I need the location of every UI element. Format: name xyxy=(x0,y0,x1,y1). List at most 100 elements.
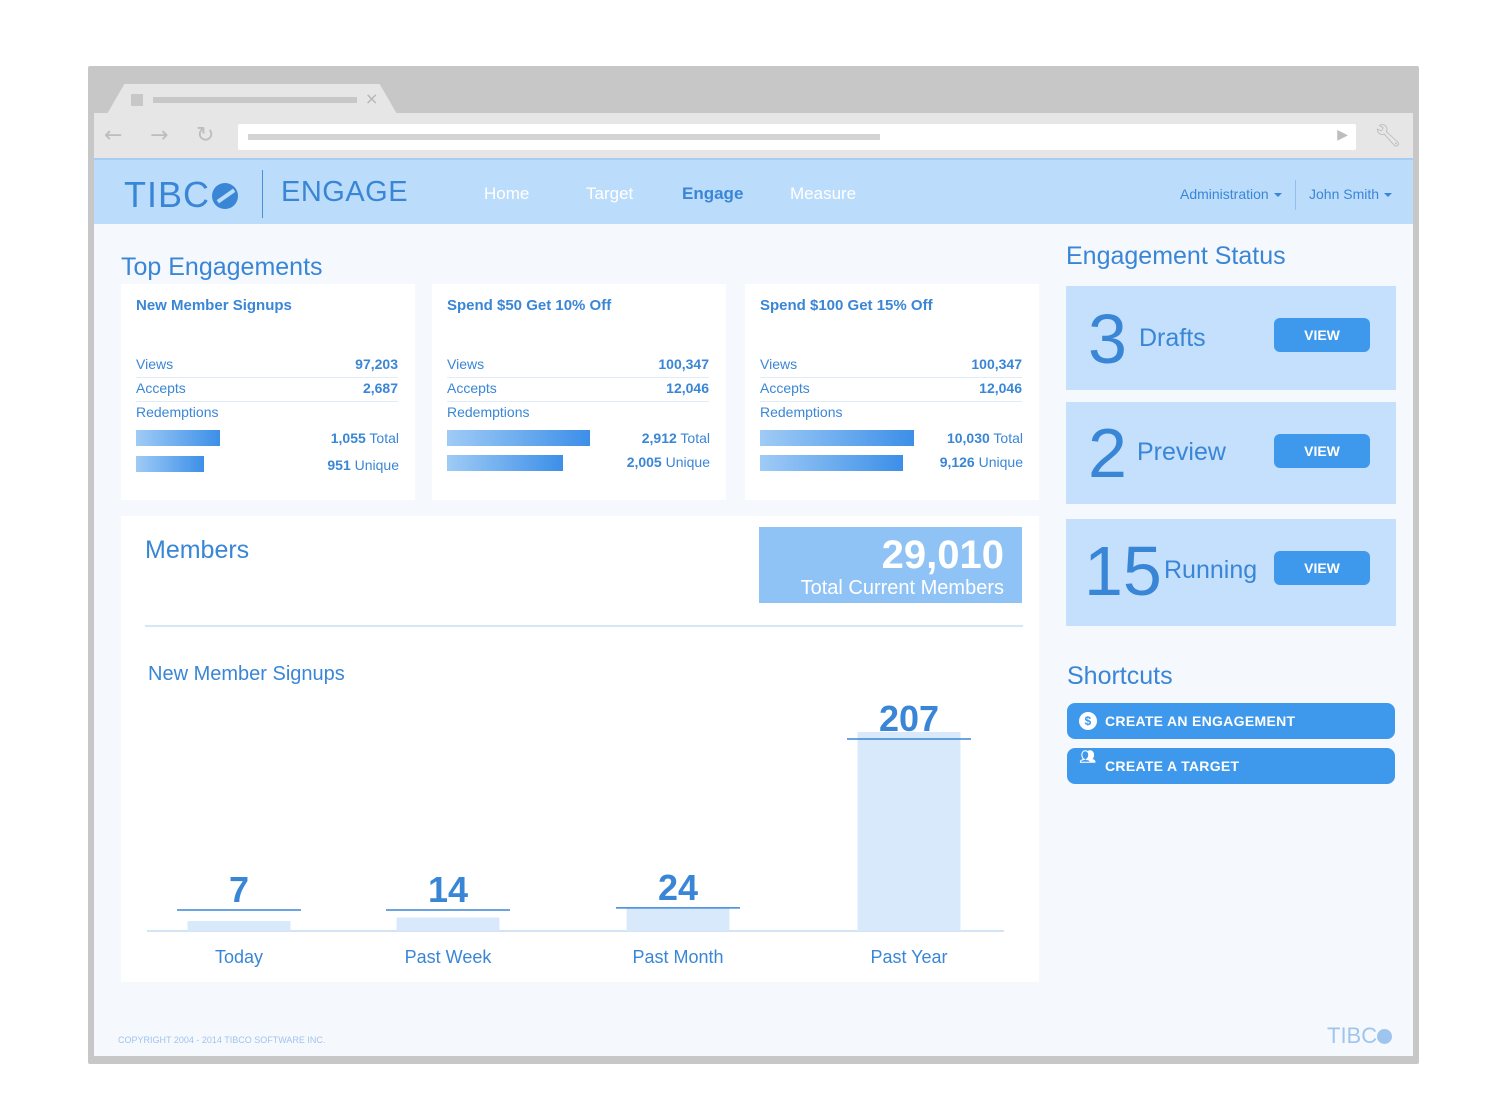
bar-value-label: 7 xyxy=(229,869,249,910)
bar-value-label: 14 xyxy=(428,869,468,910)
views-label: Views xyxy=(447,356,485,372)
accepts-row: Accepts 12,046 xyxy=(760,378,1022,402)
people-icon: 👥︎ xyxy=(1079,749,1097,764)
unique-redemptions-bar xyxy=(136,456,204,472)
go-arrow-icon[interactable]: ▶ xyxy=(1337,127,1348,143)
redemptions-label: Redemptions xyxy=(136,404,219,420)
engagement-card[interactable]: New Member Signups Views 97,203 Accepts 2,… xyxy=(121,284,415,500)
caret-down-icon xyxy=(1273,193,1282,198)
unique-redemptions: 951 Unique xyxy=(327,457,399,473)
total-value: 1,055 xyxy=(330,430,366,446)
wrench-icon[interactable]: 🔧︎ xyxy=(1374,124,1402,149)
nav-engage[interactable]: Engage xyxy=(682,184,744,203)
redemptions-label: Redemptions xyxy=(447,404,530,420)
category-label: Today xyxy=(215,947,263,967)
members-heading: Members xyxy=(145,536,250,564)
total-redemptions: 2,912 Total xyxy=(642,430,710,446)
views-row: Views 97,203 xyxy=(136,354,398,378)
views-label: Views xyxy=(136,356,174,372)
nav-target[interactable]: Target xyxy=(586,184,634,203)
top-engagements-heading: Top Engagements xyxy=(121,253,323,281)
bar-value-label: 207 xyxy=(879,698,939,739)
status-preview: 2 Preview VIEW xyxy=(1066,402,1396,504)
view-running-button[interactable]: VIEW xyxy=(1274,551,1370,585)
create-engagement-button[interactable]: $ CREATE AN ENGAGEMENT xyxy=(1067,703,1395,739)
tab-title-placeholder xyxy=(153,97,357,103)
address-placeholder xyxy=(248,134,880,140)
unique-value: 9,126 xyxy=(939,454,975,470)
browser-tab[interactable]: × xyxy=(107,84,397,114)
views-value: 100,347 xyxy=(658,356,709,372)
category-label: Past Year xyxy=(870,947,947,967)
view-drafts-button[interactable]: VIEW xyxy=(1274,318,1370,352)
members-panel: Members 29,010 Total Current Members New… xyxy=(121,516,1039,982)
accepts-label: Accepts xyxy=(136,380,186,396)
unique-redemptions-bar xyxy=(447,455,563,471)
total-redemptions-bar xyxy=(136,430,220,446)
views-value: 100,347 xyxy=(971,356,1022,372)
drafts-label: Drafts xyxy=(1139,324,1206,352)
accepts-label: Accepts xyxy=(447,380,497,396)
forward-arrow-icon[interactable]: → xyxy=(150,123,169,148)
unique-label: Unique xyxy=(665,454,710,470)
logo-divider xyxy=(262,170,263,218)
back-arrow-icon[interactable]: ← xyxy=(104,123,123,148)
create-engagement-label: CREATE AN ENGAGEMENT xyxy=(1105,713,1296,729)
card-title[interactable]: Spend $50 Get 10% Off xyxy=(447,297,612,314)
views-value: 97,203 xyxy=(355,356,398,372)
tab-favicon-icon xyxy=(131,94,143,106)
category-label: Past Month xyxy=(632,947,723,967)
chart-bar xyxy=(396,917,500,931)
card-title[interactable]: Spend $100 Get 15% Off xyxy=(760,297,933,314)
total-members-label: Total Current Members xyxy=(800,577,1004,599)
unique-redemptions: 2,005 Unique xyxy=(627,454,710,470)
dollar-badge-icon: $ xyxy=(1079,712,1097,730)
nav-home[interactable]: Home xyxy=(484,184,530,203)
address-bar[interactable]: ▶ xyxy=(238,124,1356,150)
bar-value-label: 24 xyxy=(658,867,698,908)
total-redemptions-bar xyxy=(760,430,914,446)
total-value: 10,030 xyxy=(946,430,990,446)
unique-redemptions-bar xyxy=(760,455,903,471)
card-title[interactable]: New Member Signups xyxy=(136,297,292,314)
category-label: Past Week xyxy=(405,947,493,967)
user-menu[interactable]: John Smith xyxy=(1309,186,1393,202)
total-label: Total xyxy=(680,430,710,446)
signups-bar-chart: 7 Today 14 Past Week 24 Past Month 207 Past Yea… xyxy=(147,698,1004,967)
views-row: Views 100,347 xyxy=(760,354,1022,378)
reload-icon[interactable]: ↻ xyxy=(196,123,215,148)
total-members-box: 29,010 Total Current Members xyxy=(759,527,1022,603)
view-preview-button[interactable]: VIEW xyxy=(1274,434,1370,468)
administration-menu[interactable]: Administration xyxy=(1180,186,1282,202)
tibco-logo[interactable]: TIBC xyxy=(124,174,239,216)
total-redemptions: 1,055 Total xyxy=(331,430,399,446)
unique-value: 2,005 xyxy=(626,454,662,470)
create-target-button[interactable]: 👥︎ CREATE A TARGET xyxy=(1067,748,1395,784)
chart-bar xyxy=(626,907,730,931)
accepts-label: Accepts xyxy=(760,380,810,396)
accepts-row: Accepts 12,046 xyxy=(447,378,709,402)
nav-measure[interactable]: Measure xyxy=(790,184,857,203)
signups-chart-heading: New Member Signups xyxy=(148,663,345,685)
unique-label: Unique xyxy=(978,454,1023,470)
total-redemptions: 10,030 Total xyxy=(947,430,1023,446)
total-label: Total xyxy=(369,430,399,446)
preview-label: Preview xyxy=(1137,438,1226,466)
tab-close-icon[interactable]: × xyxy=(365,89,379,108)
engagement-card[interactable]: Spend $50 Get 10% Off Views 100,347 Accep… xyxy=(432,284,726,500)
logo-o-icon xyxy=(212,183,239,209)
unique-value: 951 xyxy=(327,457,351,473)
views-row: Views 100,347 xyxy=(447,354,709,378)
caret-down-icon xyxy=(1384,193,1393,198)
shortcuts-heading: Shortcuts xyxy=(1067,662,1173,690)
menu-divider xyxy=(1295,180,1296,210)
footer-logo-text: TIBC xyxy=(1327,1023,1378,1048)
footer-tibco-logo: TIBC xyxy=(1327,1023,1393,1049)
status-drafts: 3 Drafts VIEW xyxy=(1066,286,1396,390)
top-navigation: TIBC ENGAGE Home Target Engage Measure A… xyxy=(94,158,1413,224)
administration-label: Administration xyxy=(1180,186,1269,202)
chart-bar xyxy=(187,921,291,931)
engagement-card[interactable]: Spend $100 Get 15% Off Views 100,347 Acce… xyxy=(745,284,1039,500)
app-page: TIBC ENGAGE Home Target Engage Measure A… xyxy=(94,158,1413,1056)
members-divider xyxy=(145,625,1023,627)
